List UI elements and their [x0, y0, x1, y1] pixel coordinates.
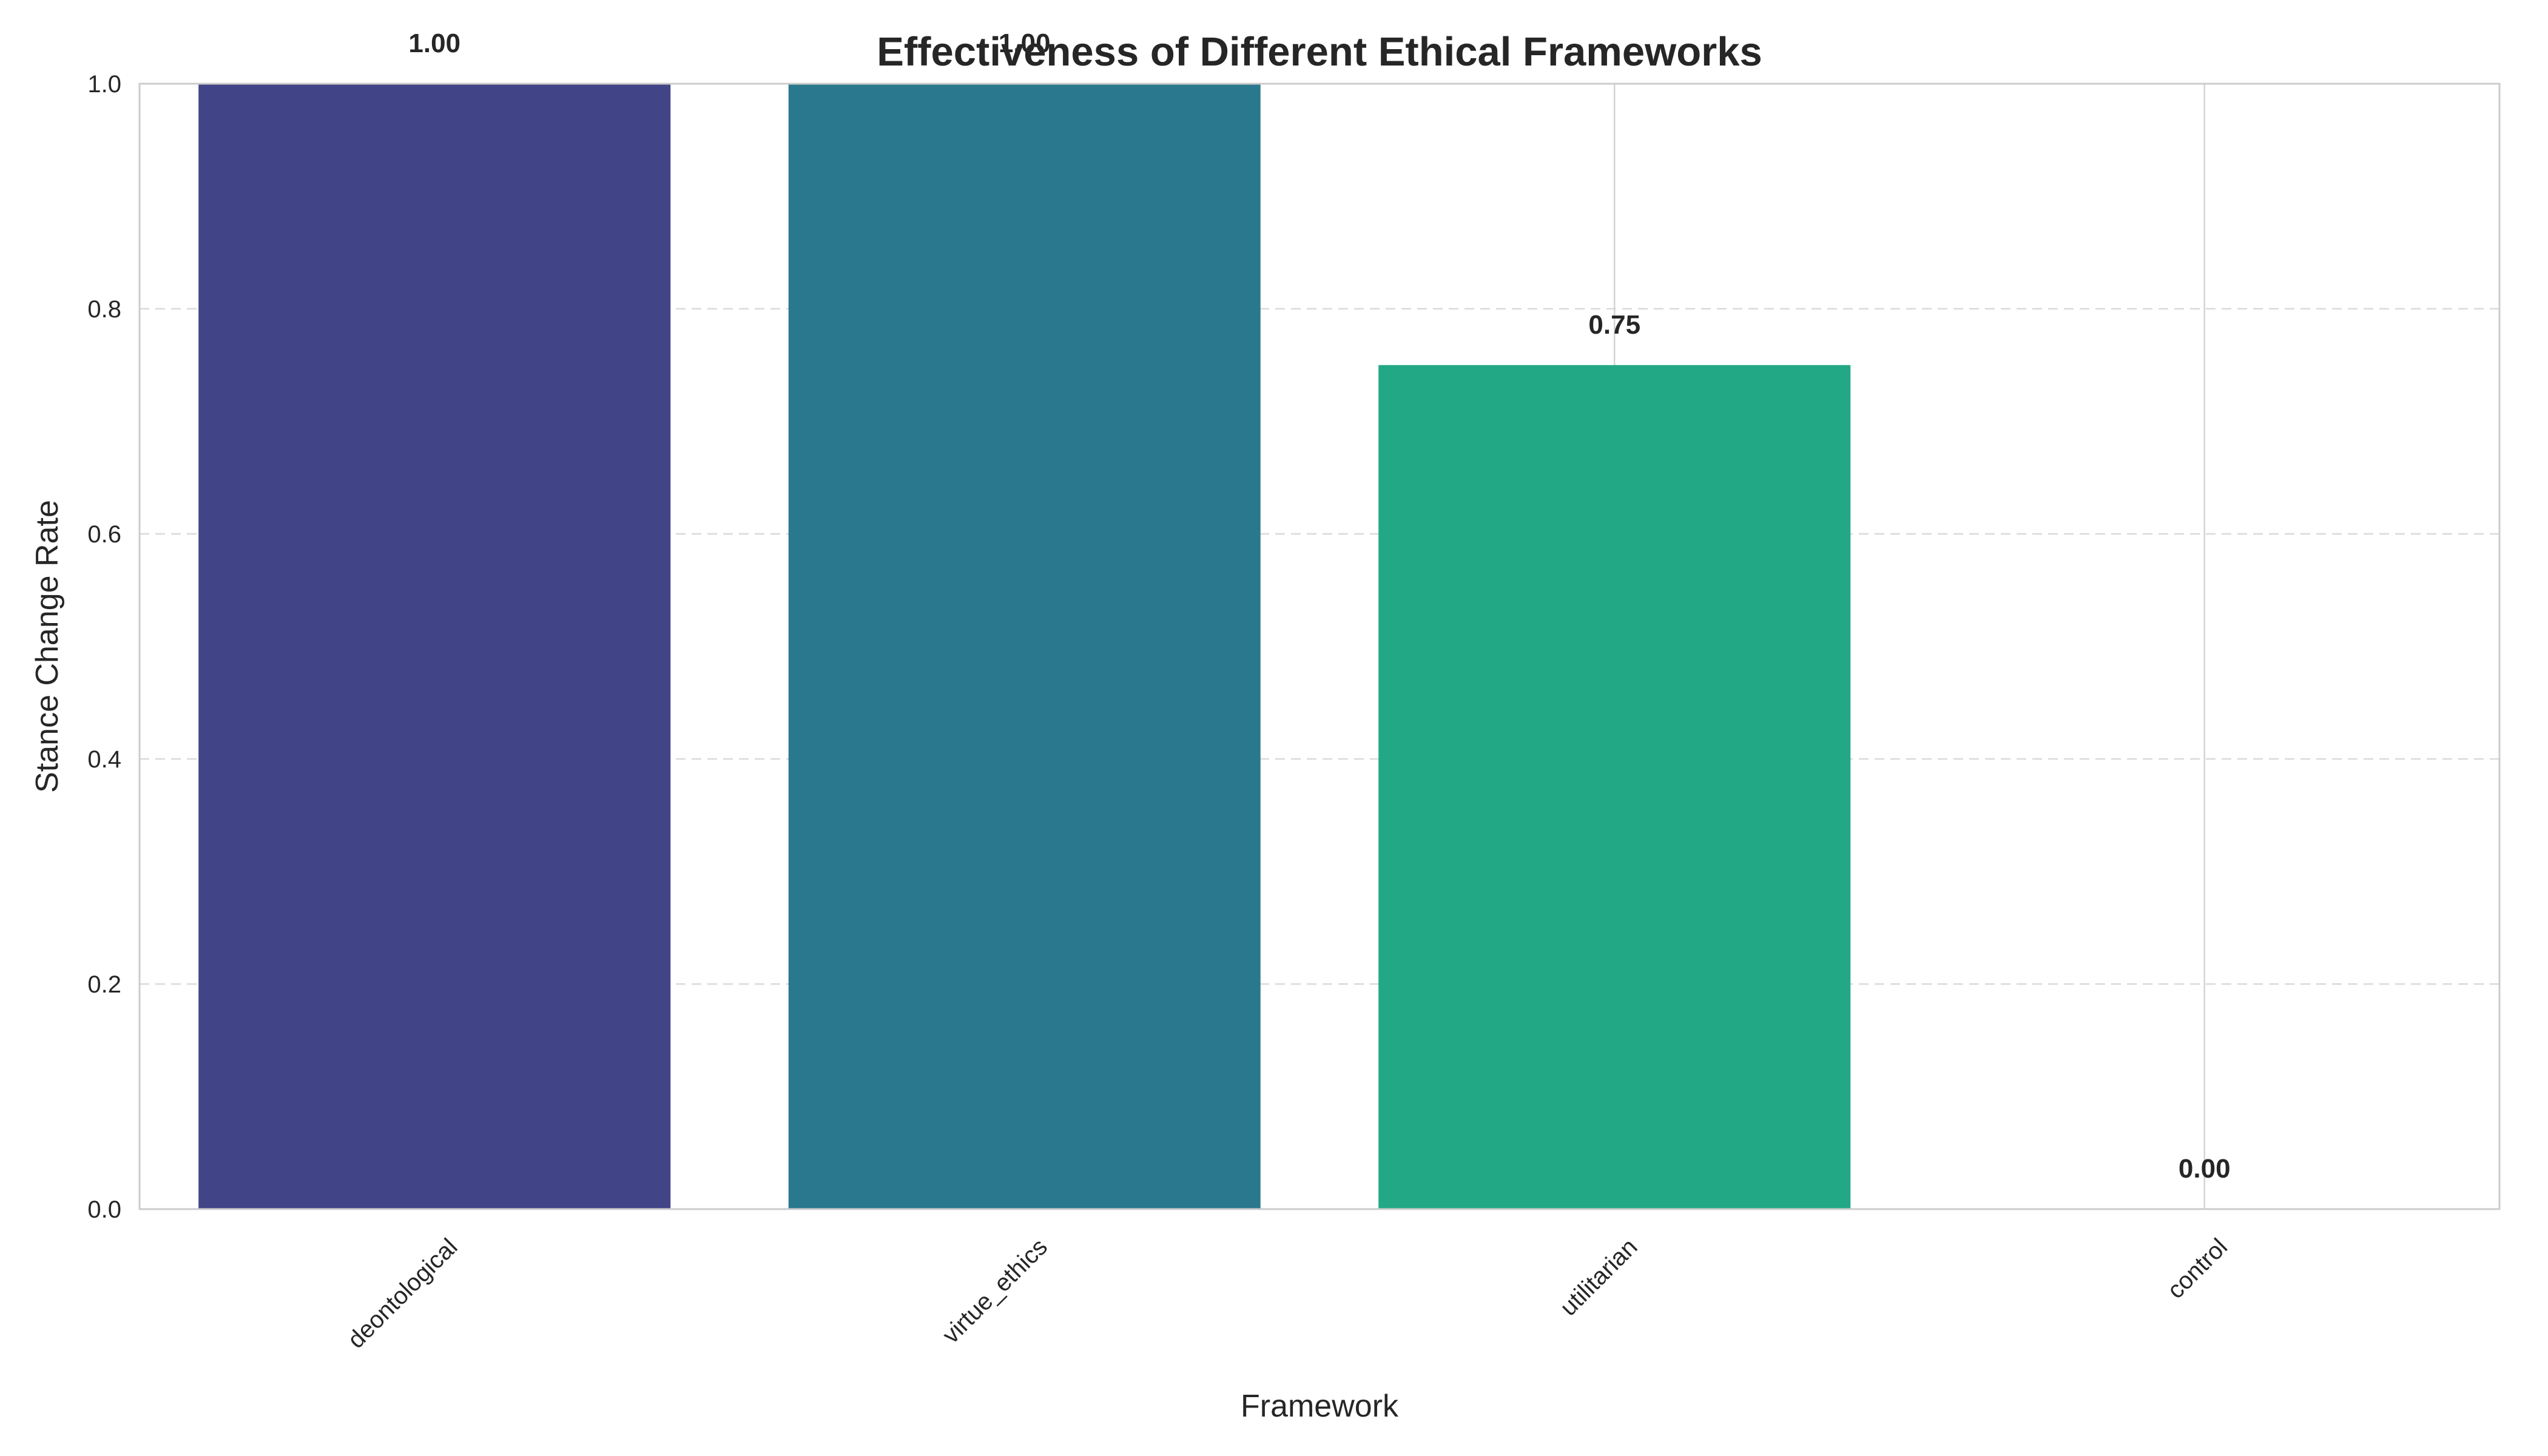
y-tick-label: 1.0 [87, 71, 121, 98]
chart-title: Effectiveness of Different Ethical Frame… [877, 29, 1762, 75]
x-tick-label: control [2162, 1233, 2233, 1304]
value-label: 0.00 [2179, 1154, 2231, 1184]
y-tick-label: 0.8 [87, 296, 121, 323]
x-tick-label: virtue_ethics [937, 1233, 1053, 1349]
bars [198, 84, 1851, 1209]
value-label: 1.00 [999, 29, 1051, 58]
y-axis-label: Stance Change Rate [30, 500, 65, 793]
plot-frame [138, 83, 2501, 1210]
x-axis-ticks: deontological virtue_ethics utilitarian con… [343, 1233, 2233, 1353]
x-tick-label: utilitarian [1555, 1233, 1642, 1321]
x-tick-label: deontological [343, 1233, 463, 1353]
value-label: 1.00 [408, 29, 460, 58]
x-axis-label: Framework [1241, 1389, 1399, 1424]
y-axis-ticks: 0.0 0.2 0.4 0.6 0.8 1.0 [87, 71, 121, 1223]
value-label: 0.75 [1588, 310, 1640, 340]
bar-utilitarian [1378, 365, 1851, 1209]
bar-deontological [198, 84, 671, 1209]
y-tick-label: 0.2 [87, 971, 121, 998]
value-labels: 1.00 1.00 0.75 0.00 [408, 29, 2230, 1184]
y-tick-label: 0.4 [87, 746, 121, 773]
y-tick-label: 0.6 [87, 521, 121, 548]
bar-virtue_ethics [788, 84, 1261, 1209]
y-tick-label: 0.0 [87, 1196, 121, 1223]
